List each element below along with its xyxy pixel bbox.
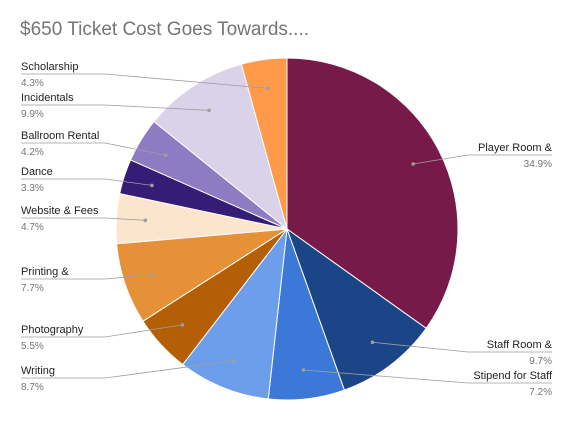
leader-line-scholarship bbox=[21, 73, 268, 89]
pie-slices bbox=[115, 57, 459, 401]
leader-dot-printing bbox=[150, 272, 155, 277]
leader-line-website-fees bbox=[21, 217, 146, 221]
pie-slice-writing bbox=[182, 227, 288, 400]
leader-line-stipend-for-staff bbox=[303, 369, 552, 384]
slice-percent-website-fees: 4.7% bbox=[21, 222, 44, 233]
leader-line-staff-room bbox=[372, 341, 552, 353]
slice-label-scholarship: Scholarship bbox=[21, 61, 78, 73]
leader-dot-scholarship bbox=[266, 86, 270, 91]
pie-slice-scholarship bbox=[240, 57, 288, 230]
leader-line-player-room bbox=[413, 154, 552, 165]
slice-label-ballroom-rental: Ballroom Rental bbox=[21, 130, 99, 142]
slice-label-dance: Dance bbox=[21, 166, 53, 178]
slice-percent-printing: 7.7% bbox=[21, 283, 44, 294]
slice-label-printing: Printing & bbox=[21, 266, 69, 278]
leader-dot-ballroom-rental bbox=[164, 153, 168, 157]
slice-labels: Player Room & 34.9% Staff Room & 9.7% Stipen… bbox=[21, 61, 553, 398]
pie-slice-incidentals bbox=[153, 63, 288, 231]
leader-line-printing bbox=[21, 274, 153, 280]
leader-line-dance bbox=[21, 178, 152, 186]
leader-dot-staff-room bbox=[370, 340, 375, 345]
chart-title: $650 Ticket Cost Goes Towards.... bbox=[20, 19, 310, 40]
slice-percent-ballroom-rental: 4.2% bbox=[21, 147, 44, 158]
slice-percent-dance: 3.3% bbox=[21, 183, 44, 194]
slice-label-stipend-for-staff: Stipend for Staff bbox=[473, 370, 553, 382]
slice-percent-stipend-for-staff: 7.2% bbox=[529, 387, 552, 398]
slice-percent-staff-room: 9.7% bbox=[529, 356, 552, 367]
slice-percent-writing: 8.7% bbox=[21, 382, 44, 393]
leader-line-ballroom-rental bbox=[21, 142, 166, 156]
leader-line-photography bbox=[21, 324, 183, 338]
slice-label-incidentals: Incidentals bbox=[21, 92, 74, 104]
leader-dot-player-room bbox=[411, 162, 416, 166]
leader-line-writing bbox=[21, 360, 235, 379]
slice-label-website-fees: Website & Fees bbox=[21, 205, 99, 217]
leader-dot-website-fees bbox=[143, 218, 148, 223]
slice-label-player-room: Player Room & bbox=[478, 142, 553, 154]
leader-dot-photography bbox=[180, 323, 185, 327]
slice-percent-photography: 5.5% bbox=[21, 341, 44, 352]
slice-percent-incidentals: 9.9% bbox=[21, 109, 44, 120]
leader-line-incidentals bbox=[21, 104, 210, 111]
leader-dot-stipend-for-staff bbox=[301, 368, 306, 372]
leader-dot-dance bbox=[150, 183, 154, 188]
slice-label-staff-room: Staff Room & bbox=[487, 339, 553, 351]
slice-percent-player-room: 34.9% bbox=[524, 159, 552, 170]
slice-label-photography: Photography bbox=[21, 324, 84, 336]
pie-slice-player-room bbox=[286, 57, 459, 330]
slice-label-writing: Writing bbox=[21, 365, 55, 377]
pie-slice-staff-room bbox=[285, 227, 427, 391]
leader-dot-writing bbox=[232, 358, 236, 363]
leader-lines bbox=[21, 73, 552, 384]
slice-percent-scholarship: 4.3% bbox=[21, 78, 44, 89]
leader-dot-incidentals bbox=[207, 108, 211, 113]
